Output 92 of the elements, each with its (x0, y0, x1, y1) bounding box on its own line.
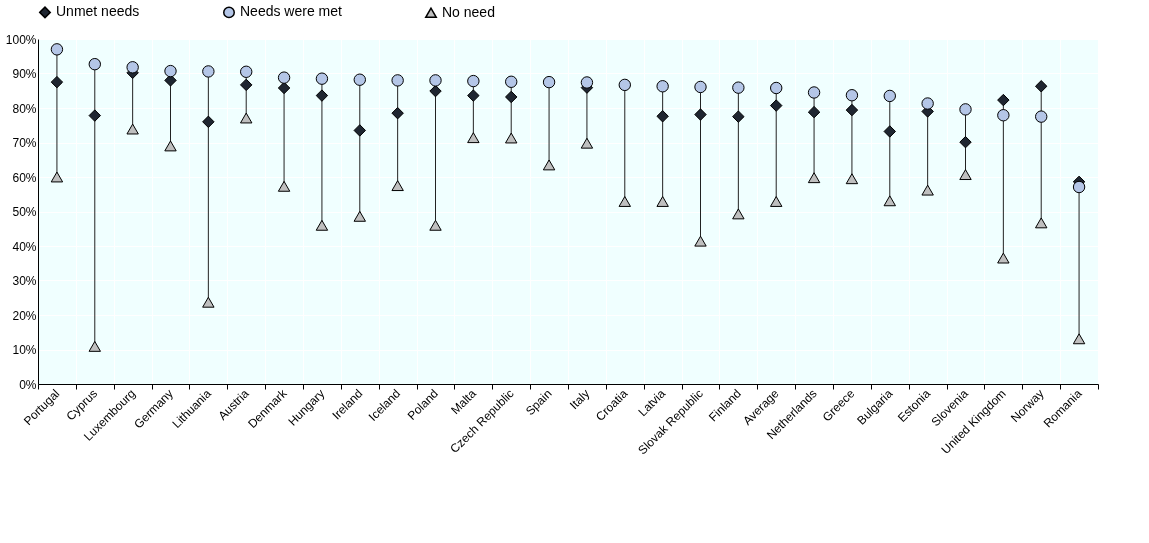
point (88, 109, 101, 122)
point (921, 97, 934, 110)
point (694, 80, 707, 94)
y-tick-label: 40% (12, 239, 37, 254)
point (126, 123, 139, 135)
point (656, 110, 669, 123)
point (883, 195, 896, 207)
point (656, 196, 669, 207)
point (959, 135, 972, 149)
point (921, 184, 934, 196)
point (391, 74, 404, 87)
y-tick-label: 70% (12, 136, 37, 150)
point (467, 132, 480, 144)
point (959, 169, 972, 181)
point (353, 210, 366, 222)
point (50, 75, 64, 89)
point (542, 159, 556, 171)
point (1035, 110, 1048, 123)
point (315, 89, 329, 102)
point (429, 84, 442, 98)
point (164, 140, 177, 152)
point (277, 71, 291, 84)
point (732, 208, 745, 220)
point (50, 43, 64, 56)
point (315, 219, 329, 231)
legend-label: Needs were met (240, 3, 343, 20)
point (807, 105, 821, 119)
point (315, 72, 329, 85)
point (959, 103, 972, 116)
point (618, 196, 631, 207)
point (240, 65, 253, 78)
point (694, 235, 707, 247)
point (88, 340, 101, 352)
point (997, 109, 1010, 122)
y-tick-label: 100% (5, 32, 37, 47)
point (1072, 180, 1086, 194)
point (240, 112, 253, 124)
point (164, 64, 177, 78)
point (88, 58, 101, 71)
point (467, 89, 480, 102)
y-tick-label: 60% (12, 170, 37, 185)
point (505, 75, 518, 88)
point (883, 125, 896, 138)
point (580, 137, 594, 149)
point (883, 89, 896, 103)
point (1035, 80, 1048, 93)
point (467, 74, 480, 88)
point (656, 80, 669, 93)
point (505, 90, 518, 104)
point (732, 81, 745, 94)
x-tick-label: Italy (566, 386, 593, 413)
point (429, 74, 442, 87)
point (202, 296, 215, 308)
point (770, 81, 783, 95)
y-tick-label: 0% (19, 377, 37, 392)
y-tick-label: 10% (12, 343, 37, 357)
y-tick-label: 90% (12, 67, 37, 81)
point (353, 73, 366, 86)
point (997, 252, 1010, 264)
point (202, 115, 215, 128)
point (807, 172, 821, 184)
point (277, 180, 291, 192)
point (1072, 333, 1086, 345)
point (240, 78, 253, 92)
point (807, 86, 821, 99)
point (126, 61, 139, 74)
point (391, 180, 404, 192)
point (202, 65, 215, 78)
point (845, 89, 859, 102)
point (505, 132, 518, 144)
point (618, 78, 631, 92)
point (732, 110, 745, 123)
point (770, 99, 783, 112)
point (50, 171, 64, 183)
legend-label: Unmet needs (56, 3, 140, 20)
point (845, 103, 859, 117)
point (277, 81, 291, 95)
point (1035, 217, 1048, 229)
point (845, 173, 859, 185)
point (770, 196, 783, 207)
y-tick-label: 50% (12, 205, 37, 219)
point (694, 108, 707, 121)
legend-label: No need (442, 3, 495, 20)
point (391, 106, 404, 120)
point (429, 219, 442, 231)
y-tick-label: 30% (12, 274, 37, 288)
y-tick-label: 20% (12, 308, 37, 323)
point (997, 93, 1010, 107)
y-tick-label: 80% (12, 101, 37, 116)
point (542, 75, 556, 89)
point (580, 76, 594, 89)
point (353, 124, 366, 137)
